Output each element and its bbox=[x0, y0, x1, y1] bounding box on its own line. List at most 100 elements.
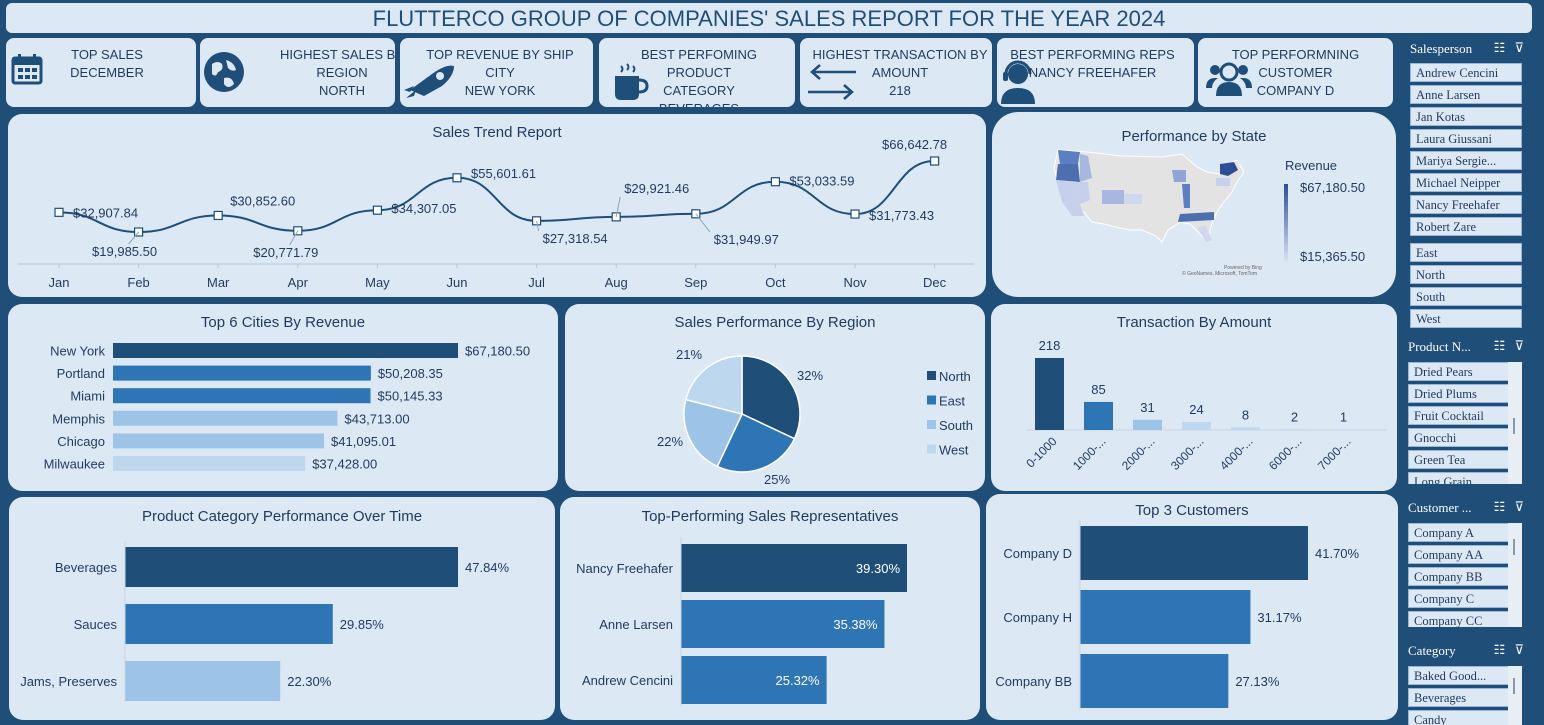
map-attribution: Powered by Bing bbox=[1224, 265, 1262, 271]
customer-slicer-scrollbar[interactable] bbox=[1508, 523, 1522, 627]
multi-select-icon[interactable]: ☷ bbox=[1493, 40, 1506, 55]
label-leader bbox=[128, 231, 139, 245]
slicer-item[interactable]: West bbox=[1410, 309, 1522, 328]
kpi-line1: HIGHEST SALES BY bbox=[279, 47, 395, 62]
bar bbox=[113, 433, 325, 449]
trend-point bbox=[293, 226, 303, 236]
headset-agent-icon bbox=[999, 60, 1037, 107]
product-slicer-tools: ☷ ⊽ bbox=[1494, 338, 1524, 354]
slicer-item[interactable]: Mariya Sergie... bbox=[1410, 151, 1522, 170]
category-label: 6000-... bbox=[1266, 434, 1305, 473]
slicer-item[interactable]: Green Tea bbox=[1408, 450, 1510, 469]
slicer-item[interactable]: Dried Plums bbox=[1408, 384, 1510, 403]
slicer-item[interactable]: Company A bbox=[1408, 523, 1510, 542]
product-slicer-scrollbar[interactable] bbox=[1508, 362, 1522, 484]
bar bbox=[681, 656, 827, 704]
x-tick-label: Nov bbox=[843, 275, 867, 290]
state-kansas bbox=[1124, 194, 1142, 204]
kpi-line2: NANCY FREEHAFER bbox=[1028, 65, 1157, 80]
x-tick-label: Sep bbox=[684, 275, 707, 290]
column-value-label: 1 bbox=[1340, 410, 1347, 425]
kpi-line3: BEVERAGES bbox=[609, 100, 789, 107]
bar bbox=[113, 388, 371, 404]
pie-percent-label: 32% bbox=[797, 368, 823, 383]
slicer-item[interactable]: Jan Kotas bbox=[1410, 107, 1522, 126]
x-tick-label: Feb bbox=[127, 275, 149, 290]
trend-point bbox=[929, 156, 940, 166]
product-slicer: Product N... ☷ ⊽ Dried Pears Dried Plums F… bbox=[1400, 336, 1530, 486]
column-bar bbox=[1035, 358, 1064, 430]
slicer-item[interactable]: Nancy Freehafer bbox=[1410, 195, 1522, 214]
clear-filter-icon[interactable]: ⊽ bbox=[1514, 499, 1524, 514]
bar-value-label: 31.17% bbox=[1257, 610, 1302, 625]
salesperson-slicer-tools: ☷ ⊽ bbox=[1494, 40, 1524, 56]
salesperson-slicer-header: Salesperson bbox=[1410, 41, 1473, 56]
bar bbox=[1080, 590, 1251, 644]
legend-swatch bbox=[927, 444, 936, 454]
slicer-item[interactable]: Laura Giussani bbox=[1410, 129, 1522, 148]
category-label: 1000-... bbox=[1070, 434, 1109, 473]
bar bbox=[113, 456, 306, 471]
slicer-item[interactable]: Baked Good... bbox=[1408, 666, 1510, 685]
kpi-line2: REGION bbox=[316, 65, 368, 80]
slicer-item[interactable]: South bbox=[1410, 287, 1522, 306]
trend-data-label: $29,921.46 bbox=[624, 181, 689, 196]
slicer-item[interactable]: Andrew Cencini bbox=[1410, 63, 1522, 82]
sales-reps-panel: Top-Performing Sales Representatives Nan… bbox=[560, 497, 980, 720]
product-slicer-header: Product N... bbox=[1408, 339, 1471, 354]
top-customers-chart: Company D 41.70% Company H 31.17% Company BB… bbox=[995, 520, 1360, 710]
slicer-item[interactable]: Dried Pears bbox=[1408, 362, 1510, 381]
bar-value-label: $43,713.00 bbox=[344, 411, 409, 426]
slicer-item[interactable]: Michael Neipper bbox=[1410, 173, 1522, 192]
category-slicer-scrollbar[interactable] bbox=[1508, 666, 1522, 725]
column-bar bbox=[1182, 422, 1211, 430]
slicer-item[interactable]: Company BB bbox=[1408, 567, 1510, 586]
slicer-item[interactable]: East bbox=[1410, 243, 1522, 262]
category-label: 3000-... bbox=[1168, 434, 1207, 473]
sales-trend-panel: Sales Trend Report Jan $32,907.84 Feb $19,9… bbox=[8, 114, 986, 297]
slicer-item[interactable]: Company AA bbox=[1408, 545, 1510, 564]
page-title: FLUTTERCO GROUP OF COMPANIES' SALES REPO… bbox=[372, 6, 1166, 31]
trend-point bbox=[213, 210, 223, 221]
column-value-label: 218 bbox=[1039, 338, 1061, 353]
multi-select-icon[interactable]: ☷ bbox=[1493, 642, 1506, 657]
slicer-item[interactable]: North bbox=[1410, 265, 1522, 284]
kpi-card: BEST PERFORMING REPS NANCY FREEHAFER bbox=[997, 38, 1194, 107]
slicer-item[interactable]: Beverages bbox=[1408, 688, 1510, 707]
multi-select-icon[interactable]: ☷ bbox=[1493, 338, 1506, 353]
slicer-item[interactable]: Candy bbox=[1408, 710, 1510, 725]
column-value-label: 85 bbox=[1091, 382, 1105, 397]
slicer-item[interactable]: Company CC bbox=[1408, 611, 1510, 627]
category-slicer-header: Category bbox=[1408, 643, 1456, 658]
bar-value-label: $41,095.01 bbox=[331, 434, 396, 449]
product-category-panel: Product Category Performance Over Time B… bbox=[9, 497, 555, 720]
state-tennessee bbox=[1178, 212, 1214, 222]
slicer-item[interactable]: Robert Zare bbox=[1410, 217, 1522, 236]
bar bbox=[125, 547, 458, 587]
trend-data-label: $30,852.60 bbox=[230, 193, 295, 208]
slicer-item[interactable]: Company C bbox=[1408, 589, 1510, 608]
trend-data-label: $20,771.79 bbox=[253, 245, 318, 260]
map-legend-title: Revenue bbox=[1285, 158, 1338, 173]
multi-select-icon[interactable]: ☷ bbox=[1493, 499, 1506, 514]
top-customers-panel: Top 3 Customers Company D 41.70% Company H… bbox=[986, 494, 1398, 720]
slicer-item[interactable]: Gnocchi bbox=[1408, 428, 1510, 447]
label-leader bbox=[536, 220, 540, 231]
clear-filter-icon[interactable]: ⊽ bbox=[1514, 40, 1524, 55]
kpi-line2: NEW YORK bbox=[464, 83, 536, 98]
customer-slicer: Customer ... ☷ ⊽ Company A Company AA Comp… bbox=[1400, 497, 1530, 632]
slicer-item[interactable]: Fruit Cocktail bbox=[1408, 406, 1510, 425]
slicer-item[interactable]: Anne Larsen bbox=[1410, 85, 1522, 104]
slicer-item[interactable]: Long Grain... bbox=[1408, 472, 1510, 484]
pie-slice bbox=[683, 398, 744, 468]
pie-slice bbox=[684, 355, 743, 415]
column-value-label: 8 bbox=[1242, 407, 1249, 422]
rocket-icon bbox=[402, 60, 458, 105]
clear-filter-icon[interactable]: ⊽ bbox=[1514, 642, 1524, 657]
sales-reps-chart: Nancy Freehafer 39.30% Anne Larsen 35.38% An… bbox=[576, 537, 907, 707]
map-legend-max: $67,180.50 bbox=[1300, 180, 1366, 195]
state-colorado bbox=[1102, 190, 1124, 204]
clear-filter-icon[interactable]: ⊽ bbox=[1514, 338, 1524, 353]
column-value-label: 24 bbox=[1189, 402, 1203, 417]
kpi-line2: DECEMBER bbox=[70, 65, 144, 80]
